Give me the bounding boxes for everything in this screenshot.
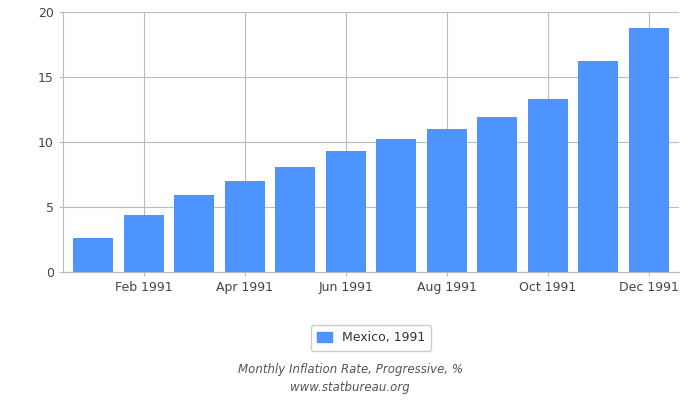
Bar xyxy=(426,129,467,272)
Bar xyxy=(376,139,416,272)
Bar xyxy=(578,61,618,272)
Text: Monthly Inflation Rate, Progressive, %: Monthly Inflation Rate, Progressive, % xyxy=(237,364,463,376)
Bar xyxy=(629,28,669,272)
Bar xyxy=(124,215,164,272)
Bar xyxy=(174,195,214,272)
Legend: Mexico, 1991: Mexico, 1991 xyxy=(311,325,431,350)
Bar xyxy=(73,238,113,272)
Text: www.statbureau.org: www.statbureau.org xyxy=(290,382,410,394)
Bar xyxy=(326,151,366,272)
Bar xyxy=(275,167,316,272)
Bar xyxy=(477,117,517,272)
Bar xyxy=(225,181,265,272)
Bar xyxy=(528,99,568,272)
